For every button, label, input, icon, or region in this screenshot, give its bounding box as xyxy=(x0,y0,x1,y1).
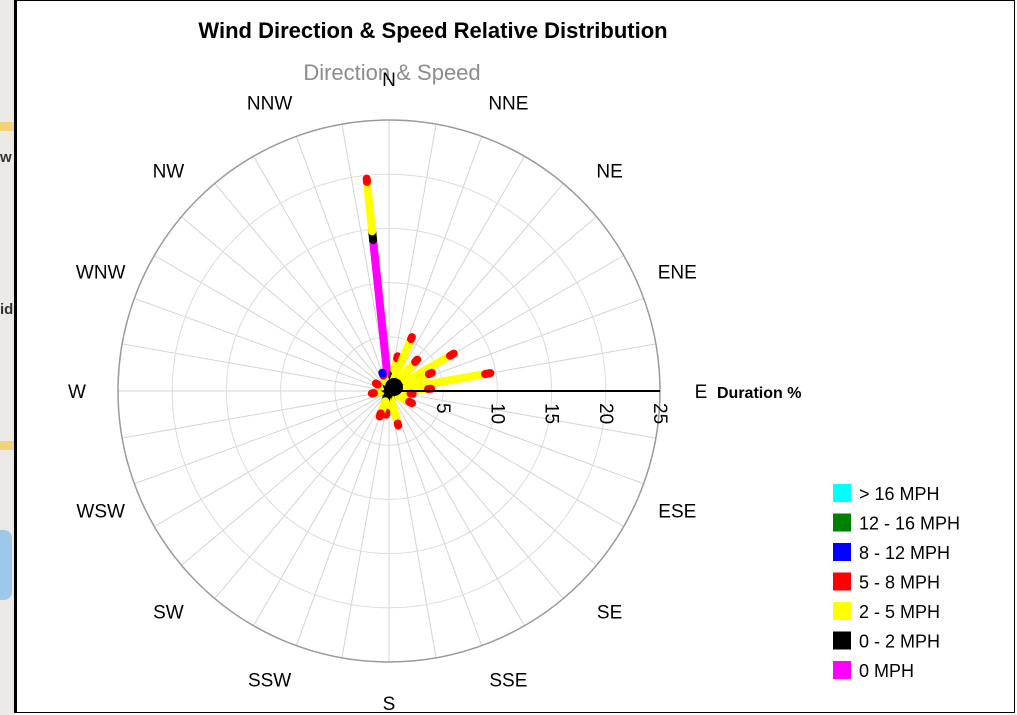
polar-bars xyxy=(362,174,495,430)
grid-spoke xyxy=(134,297,390,392)
direction-label: S xyxy=(383,694,396,713)
grid-spoke xyxy=(388,390,437,658)
direction-label: NNW xyxy=(247,94,292,115)
radial-tick-label: 25 xyxy=(649,403,670,424)
bar-segment xyxy=(446,349,458,360)
map-water-area xyxy=(0,530,12,600)
bar-segment xyxy=(405,397,416,408)
bar-segment xyxy=(411,355,422,366)
map-background-strip: w id xyxy=(0,0,14,715)
radial-tick-label: 5 xyxy=(432,403,453,414)
legend-label: 8 - 12 MPH xyxy=(859,543,950,563)
direction-label: SW xyxy=(153,603,184,624)
bar-segment-0-mph xyxy=(369,236,393,395)
grid-spoke xyxy=(388,390,483,646)
direction-label: N xyxy=(382,70,396,91)
bar-segment xyxy=(481,369,495,379)
radial-tick-label: 20 xyxy=(595,403,616,424)
grid-spoke xyxy=(214,183,390,392)
direction-label: W xyxy=(68,382,86,403)
grid-spoke xyxy=(388,124,437,392)
legend-label: 0 - 2 MPH xyxy=(859,632,940,652)
grid-spoke xyxy=(388,216,597,392)
direction-label: ENE xyxy=(658,263,697,284)
grid-spoke xyxy=(181,390,390,566)
legend-swatch xyxy=(833,543,851,561)
grid-spoke xyxy=(388,390,656,439)
legend-label: 0 MPH xyxy=(859,661,914,681)
grid-spoke xyxy=(214,390,390,599)
grid-spoke xyxy=(181,216,390,392)
direction-label: NNE xyxy=(488,94,528,115)
bar-segment xyxy=(363,177,377,236)
bar-segment xyxy=(387,395,402,428)
direction-label: SSW xyxy=(248,670,291,691)
chart-subtitle: Direction & Speed xyxy=(303,60,480,85)
direction-label: WSW xyxy=(76,501,125,522)
radial-tick-label: 15 xyxy=(541,403,562,424)
grid-spoke xyxy=(388,390,525,626)
bar-segment xyxy=(407,333,416,344)
direction-label: E xyxy=(695,382,708,403)
bar-segment xyxy=(424,368,436,379)
direction-label: NW xyxy=(153,161,185,182)
legend-swatch xyxy=(833,484,851,502)
legend-swatch xyxy=(833,631,851,650)
direction-label: SE xyxy=(597,603,622,624)
chart-title: Wind Direction & Speed Relative Distribu… xyxy=(198,18,667,43)
wind-rose-chart: Wind Direction & Speed Relative Distribu… xyxy=(68,18,960,713)
legend-swatch xyxy=(833,513,851,532)
grid-spoke xyxy=(295,136,390,392)
legend-swatch xyxy=(833,602,851,620)
bar-segment xyxy=(393,419,403,430)
grid-spoke xyxy=(122,343,390,392)
chart-panel: Wind Direction & Speed Relative Distribu… xyxy=(14,0,1015,713)
grid-spoke xyxy=(122,390,390,439)
grid-spoke xyxy=(388,390,597,566)
grid-spoke xyxy=(253,390,390,626)
direction-labels: N NNE NE ENE E ESE SE SSE S SSW SW WSW W WNW NW NNW xyxy=(68,70,708,713)
legend-swatch xyxy=(833,572,851,591)
grid-spoke xyxy=(388,156,525,392)
grid-spoke xyxy=(388,390,624,527)
grid-spoke xyxy=(341,390,390,658)
bar-segment xyxy=(375,409,385,421)
radial-axis: 5 10 15 20 25 Duration % xyxy=(389,385,801,424)
map-label-fragment: w xyxy=(0,149,12,166)
radial-tick-label: 10 xyxy=(486,403,507,424)
grid-spoke xyxy=(154,255,390,392)
legend-label: 2 - 5 MPH xyxy=(859,602,940,622)
bar-segment xyxy=(393,352,402,363)
bar-segment xyxy=(397,370,433,390)
direction-label: WNW xyxy=(76,263,126,284)
direction-label: SSE xyxy=(489,670,527,691)
grid-spoke xyxy=(388,390,644,485)
legend-swatch xyxy=(833,661,851,679)
map-label-fragment: id xyxy=(0,301,14,318)
radial-axis-label: Duration % xyxy=(717,385,801,402)
grid-spoke xyxy=(134,390,390,485)
direction-label: NE xyxy=(596,161,622,182)
legend-label: > 16 MPH xyxy=(859,484,940,504)
direction-label: ESE xyxy=(658,501,696,522)
grid-spoke xyxy=(388,390,564,599)
calm-core xyxy=(385,378,403,396)
grid-spoke xyxy=(253,156,390,392)
legend-label: 5 - 8 MPH xyxy=(859,573,940,593)
grid-spoke xyxy=(154,390,390,527)
bar-segment xyxy=(371,379,382,389)
legend-label: 12 - 16 MPH xyxy=(859,514,960,534)
legend: > 16 MPH 12 - 16 MPH 8 - 12 MPH 5 - 8 MPH 2 … xyxy=(833,484,960,681)
bar-segment xyxy=(389,335,415,385)
grid-spoke xyxy=(295,390,390,646)
